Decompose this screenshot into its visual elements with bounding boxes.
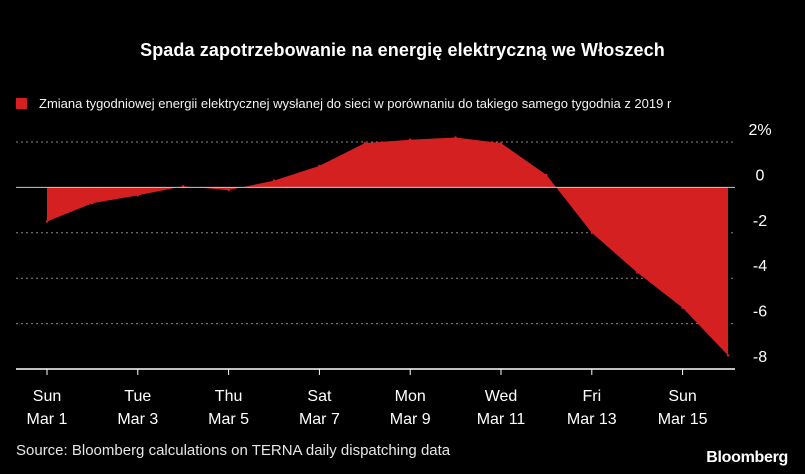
- x-tick-label-date: Mar 15: [658, 411, 708, 428]
- x-tick-label-date: Mar 7: [299, 411, 340, 428]
- data-point: [45, 220, 49, 223]
- y-tick-label: -4: [753, 258, 767, 275]
- x-tick-label-day: Tue: [124, 388, 151, 405]
- data-point: [681, 306, 684, 309]
- y-tick-label: 2%: [748, 122, 771, 139]
- source-note: Source: Bloomberg calculations on TERNA …: [16, 442, 451, 459]
- data-point: [499, 141, 503, 145]
- data-point: [545, 173, 548, 177]
- data-point: [409, 138, 412, 141]
- data-point: [136, 194, 139, 197]
- x-tick-label-date: Mar 13: [567, 411, 617, 428]
- y-tick-label: -2: [753, 213, 767, 230]
- data-point: [318, 164, 321, 168]
- x-tick-label-day: Mon: [395, 388, 426, 405]
- data-point: [590, 231, 593, 234]
- y-tick-label: -6: [753, 304, 767, 321]
- x-tick-label-date: Mar 3: [117, 411, 158, 428]
- x-tick-label-day: Thu: [215, 388, 243, 405]
- data-point: [363, 141, 366, 145]
- data-point: [726, 354, 730, 357]
- area-series: [47, 137, 728, 356]
- y-tick-label: 0: [756, 167, 765, 184]
- x-tick-label-day: Sun: [668, 388, 696, 405]
- data-point: [227, 188, 230, 192]
- data-point: [91, 202, 94, 205]
- data-point: [636, 271, 639, 274]
- x-tick-label-date: Mar 9: [390, 411, 431, 428]
- x-tick-label-day: Fri: [582, 388, 601, 405]
- legend-label: Zmiana tygodniowej energii elektrycznej …: [39, 95, 672, 111]
- chart-title: Spada zapotrzebowanie na energię elektry…: [140, 40, 665, 60]
- x-tick-label-day: Wed: [485, 388, 518, 405]
- data-point: [272, 179, 276, 182]
- data-point: [182, 185, 185, 188]
- legend: Zmiana tygodniowej energii elektrycznej …: [16, 95, 672, 111]
- x-tick-label-date: Mar 5: [208, 411, 249, 428]
- y-tick-label: -8: [753, 349, 767, 366]
- x-tick-label-day: Sun: [33, 388, 61, 405]
- x-tick-label-day: Sat: [307, 388, 332, 405]
- data-point: [454, 136, 457, 139]
- legend-swatch: [16, 97, 27, 109]
- x-tick-label-date: Mar 1: [27, 411, 68, 428]
- bloomberg-logo: Bloomberg: [706, 449, 788, 466]
- x-tick-label-date: Mar 11: [477, 411, 526, 428]
